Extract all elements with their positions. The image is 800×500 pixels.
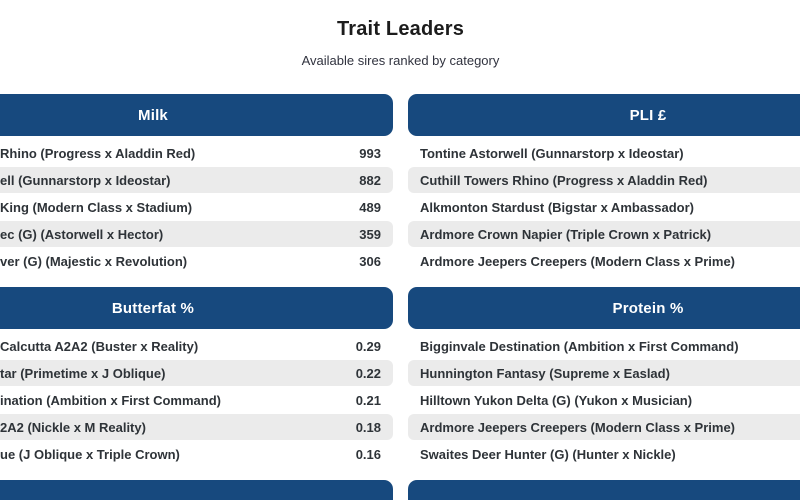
- sire-name: Ardmore Jeepers Creepers (Modern Class x…: [420, 253, 736, 269]
- sire-row: Rhino (Progress x Aladdin Red) 993: [0, 140, 393, 166]
- sire-value: 882: [359, 172, 381, 188]
- sire-row: 2A2 (Nickle x M Reality) 0.18: [0, 414, 393, 440]
- sire-rows-list: Tontine Astorwell (Gunnarstorp x Ideosta…: [408, 140, 800, 274]
- sire-row: Ardmore Crown Napier (Triple Crown x Pat…: [408, 221, 800, 247]
- trait-panel: Milk Rhino (Progress x Aladdin Red) 993 ell…: [0, 94, 393, 275]
- sire-name: Alkmonton Stardust (Bigstar x Ambassador…: [420, 199, 695, 215]
- sire-name: King (Modern Class x Stadium): [0, 199, 193, 215]
- sire-name: Calcutta A2A2 (Buster x Reality): [0, 338, 199, 354]
- sire-value: 0.18: [355, 419, 381, 435]
- panel-title: [0, 480, 393, 500]
- sire-value: 0.21: [355, 392, 381, 408]
- sire-row: Bigginvale Destination (Ambition x First…: [408, 333, 800, 359]
- trait-panel: [408, 480, 800, 500]
- sire-name: ell (Gunnarstorp x Ideostar): [0, 172, 171, 188]
- trait-panel: Protein % Bigginvale Destination (Ambitio…: [408, 287, 800, 468]
- sire-name: Ardmore Jeepers Creepers (Modern Class x…: [420, 419, 736, 435]
- trait-panel: [0, 480, 393, 500]
- sire-row: Calcutta A2A2 (Buster x Reality) 0.29: [0, 333, 393, 359]
- sire-row: tar (Primetime x J Oblique) 0.22: [0, 360, 393, 386]
- sire-rows-list: Bigginvale Destination (Ambition x First…: [408, 333, 800, 467]
- panel-title: Protein %: [408, 287, 800, 329]
- sire-row: Hunnington Fantasy (Supreme x Easlad): [408, 360, 800, 386]
- sire-row: Ardmore Jeepers Creepers (Modern Class x…: [408, 414, 800, 440]
- sire-row: ue (J Oblique x Triple Crown) 0.16: [0, 441, 393, 467]
- sire-name: ination (Ambition x First Command): [0, 392, 221, 408]
- sire-row: King (Modern Class x Stadium) 489: [0, 194, 393, 220]
- sire-rows-list: Rhino (Progress x Aladdin Red) 993 ell (Gu…: [0, 140, 393, 274]
- sire-value: 489: [359, 199, 381, 215]
- sire-value: 0.29: [355, 338, 381, 354]
- sire-value: 306: [359, 253, 381, 269]
- page-subtitle: Available sires ranked by category: [301, 53, 500, 68]
- sire-name: Bigginvale Destination (Ambition x First…: [420, 338, 739, 354]
- content-area: Trait Leaders Available sires ranked by …: [0, 18, 800, 500]
- sire-name: Hunnington Fantasy (Supreme x Easlad): [420, 365, 670, 381]
- panel-title: Butterfat %: [0, 287, 393, 329]
- sire-row: Cuthill Towers Rhino (Progress x Aladdin…: [408, 167, 800, 193]
- sire-row: Swaites Deer Hunter (G) (Hunter x Nickle…: [408, 441, 800, 467]
- sire-name: 2A2 (Nickle x M Reality): [0, 419, 146, 435]
- sire-row: Hilltown Yukon Delta (G) (Yukon x Musici…: [408, 387, 800, 413]
- sire-name: ver (G) (Majestic x Revolution): [0, 253, 188, 269]
- sire-row: ination (Ambition x First Command) 0.21: [0, 387, 393, 413]
- sire-row: ell (Gunnarstorp x Ideostar) 882: [0, 167, 393, 193]
- sire-value: 0.16: [355, 446, 381, 462]
- sire-row: Alkmonton Stardust (Bigstar x Ambassador…: [408, 194, 800, 220]
- sire-name: ec (G) (Astorwell x Hector): [0, 226, 164, 242]
- sire-value: 993: [359, 145, 381, 161]
- sire-name: Ardmore Crown Napier (Triple Crown x Pat…: [420, 226, 712, 242]
- sire-name: Cuthill Towers Rhino (Progress x Aladdin…: [420, 172, 708, 188]
- trait-panel: PLI £ Tontine Astorwell (Gunnarstorp x Id…: [408, 94, 800, 275]
- trait-panel: Butterfat % Calcutta A2A2 (Buster x Reali…: [0, 287, 393, 468]
- sire-row: ec (G) (Astorwell x Hector) 359: [0, 221, 393, 247]
- sire-value: 0.22: [355, 365, 381, 381]
- page-header: Trait Leaders Available sires ranked by …: [0, 18, 800, 68]
- page-title: Trait Leaders: [336, 18, 465, 40]
- sire-name: tar (Primetime x J Oblique): [0, 365, 166, 381]
- sire-name: Rhino (Progress x Aladdin Red): [0, 145, 196, 161]
- sire-name: Swaites Deer Hunter (G) (Hunter x Nickle…: [420, 446, 676, 462]
- panel-title: [408, 480, 800, 500]
- sire-name: ue (J Oblique x Triple Crown): [0, 446, 180, 462]
- sire-row: ver (G) (Majestic x Revolution) 306: [0, 248, 393, 274]
- panel-title: Milk: [0, 94, 393, 136]
- sire-name: Hilltown Yukon Delta (G) (Yukon x Musici…: [420, 392, 693, 408]
- sire-rows-list: Calcutta A2A2 (Buster x Reality) 0.29 tar …: [0, 333, 393, 467]
- sire-row: Ardmore Jeepers Creepers (Modern Class x…: [408, 248, 800, 274]
- panel-title: PLI £: [408, 94, 800, 136]
- sire-row: Tontine Astorwell (Gunnarstorp x Ideosta…: [408, 140, 800, 166]
- sire-value: 359: [359, 226, 381, 242]
- panels-grid: Milk Rhino (Progress x Aladdin Red) 993 ell…: [0, 94, 800, 500]
- sire-name: Tontine Astorwell (Gunnarstorp x Ideosta…: [420, 145, 684, 161]
